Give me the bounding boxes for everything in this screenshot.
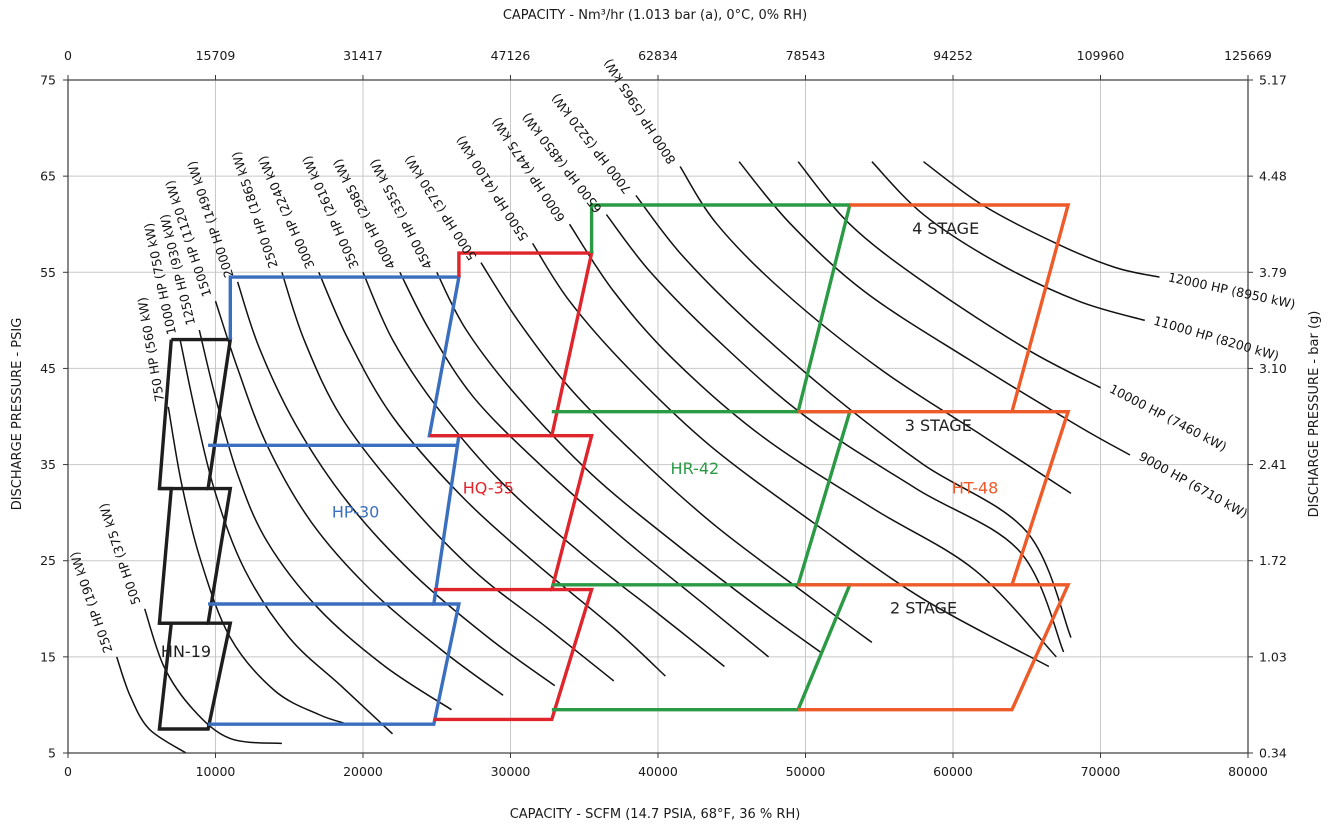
hp-curve bbox=[605, 214, 1065, 653]
region-label: HQ-35 bbox=[463, 478, 514, 497]
hp-curve bbox=[436, 271, 821, 653]
x-tick-label: 80000 bbox=[1228, 764, 1268, 779]
x-axis-title: CAPACITY - SCFM (14.7 PSIA, 68°F, 36 % R… bbox=[510, 807, 801, 822]
hp-curve-label: 11000 HP (8200 kW) bbox=[1152, 313, 1281, 364]
stage-label: 3 STAGE bbox=[905, 416, 972, 435]
x-top-tick-label: 15709 bbox=[196, 48, 236, 63]
hp-curve bbox=[362, 271, 725, 668]
hp-curve bbox=[399, 271, 770, 658]
y-right-tick-label: 4.48 bbox=[1259, 169, 1287, 184]
hp-curve bbox=[531, 242, 1050, 668]
hp-curve bbox=[480, 262, 873, 644]
hp-curve-label: 10000 HP (7460 kW) bbox=[1107, 381, 1229, 454]
region-label: HP-30 bbox=[332, 502, 379, 521]
x-top-tick-label: 109960 bbox=[1077, 48, 1125, 63]
hp-curve bbox=[281, 272, 615, 682]
y-right-tick-label: 0.34 bbox=[1259, 746, 1287, 761]
x-top-tick-label: 78543 bbox=[786, 48, 826, 63]
y-right-tick-label: 3.79 bbox=[1259, 265, 1287, 280]
hp-curve bbox=[143, 608, 282, 745]
hp-curve bbox=[214, 300, 504, 696]
hp-curve-label: 500 HP (375 kW) bbox=[96, 501, 144, 606]
hp-curve bbox=[568, 223, 1057, 658]
hp-curve bbox=[679, 166, 1072, 495]
hp-curves bbox=[115, 161, 1160, 754]
x-tick-label: 20000 bbox=[343, 764, 383, 779]
hp-curve bbox=[318, 271, 666, 677]
x-top-tick-label: 125669 bbox=[1224, 48, 1272, 63]
y-right-axis-title: DISCHARGE PRESSURE - bar (g) bbox=[1307, 311, 1322, 518]
stage-label: 4 STAGE bbox=[912, 219, 979, 238]
hp-curve-label: 8000 HP (5965 kW) bbox=[600, 56, 678, 167]
hp-curve-label: 250 HP (190 kW) bbox=[67, 550, 116, 655]
hp-curve bbox=[179, 339, 394, 735]
region-label: HT-48 bbox=[952, 478, 998, 497]
x-tick-label: 0 bbox=[64, 764, 72, 779]
x-tick-label: 50000 bbox=[786, 764, 826, 779]
region-boundary bbox=[157, 337, 233, 731]
x-tick-label: 40000 bbox=[638, 764, 678, 779]
region-label: HN-19 bbox=[161, 642, 211, 661]
region-boundary bbox=[433, 251, 594, 722]
y-tick-label: 65 bbox=[40, 169, 56, 184]
y-tick-label: 25 bbox=[40, 553, 56, 568]
x-top-axis-title: CAPACITY - Nm³/hr (1.013 bar (a), 0°C, 0… bbox=[503, 8, 807, 23]
y-tick-label: 55 bbox=[40, 265, 56, 280]
y-right-tick-label: 2.41 bbox=[1259, 457, 1287, 472]
y-axis-title: DISCHARGE PRESSURE - PSIG bbox=[10, 318, 25, 511]
x-tick-label: 70000 bbox=[1081, 764, 1121, 779]
x-top-tick-label: 94252 bbox=[933, 48, 973, 63]
hp-curve bbox=[236, 281, 556, 687]
chart-labels: 250 HP (190 kW)500 HP (375 kW)750 HP (56… bbox=[67, 56, 1297, 661]
region-boundary bbox=[798, 203, 1071, 712]
hp-curve bbox=[871, 161, 1146, 322]
x-top-tick-label: 31417 bbox=[343, 48, 383, 63]
hp-curve bbox=[115, 656, 187, 754]
hp-curve-label: 7000 HP (5220 kW) bbox=[548, 91, 634, 197]
y-right-tick-label: 5.17 bbox=[1259, 73, 1287, 88]
stage-label: 2 STAGE bbox=[890, 599, 957, 618]
hp-curve-label: 9000 HP (6710 kW) bbox=[1137, 448, 1251, 521]
y-right-tick-label: 3.10 bbox=[1259, 361, 1287, 376]
hp-curve bbox=[198, 329, 452, 711]
y-tick-label: 35 bbox=[40, 457, 56, 472]
y-tick-label: 45 bbox=[40, 361, 56, 376]
x-top-tick-label: 0 bbox=[64, 48, 72, 63]
hp-curve bbox=[167, 406, 349, 725]
compressor-regions bbox=[157, 203, 1071, 731]
hp-curve bbox=[923, 161, 1160, 278]
hp-curve bbox=[635, 194, 1072, 638]
y-tick-label: 15 bbox=[40, 649, 56, 664]
y-tick-label: 75 bbox=[40, 73, 56, 88]
y-right-tick-label: 1.72 bbox=[1259, 553, 1287, 568]
y-right-tick-label: 1.03 bbox=[1259, 649, 1287, 664]
x-top-tick-label: 47126 bbox=[491, 48, 531, 63]
x-tick-label: 30000 bbox=[491, 764, 531, 779]
tick-labels: 0 10000 20000 30000 40000 50000 60000 70000 8000… bbox=[40, 48, 1287, 779]
y-tick-label: 5 bbox=[48, 746, 56, 761]
x-tick-label: 10000 bbox=[196, 764, 236, 779]
hp-curve bbox=[738, 161, 1131, 456]
x-top-tick-label: 62834 bbox=[638, 48, 678, 63]
x-tick-label: 60000 bbox=[933, 764, 973, 779]
region-label: HR-42 bbox=[671, 459, 720, 478]
